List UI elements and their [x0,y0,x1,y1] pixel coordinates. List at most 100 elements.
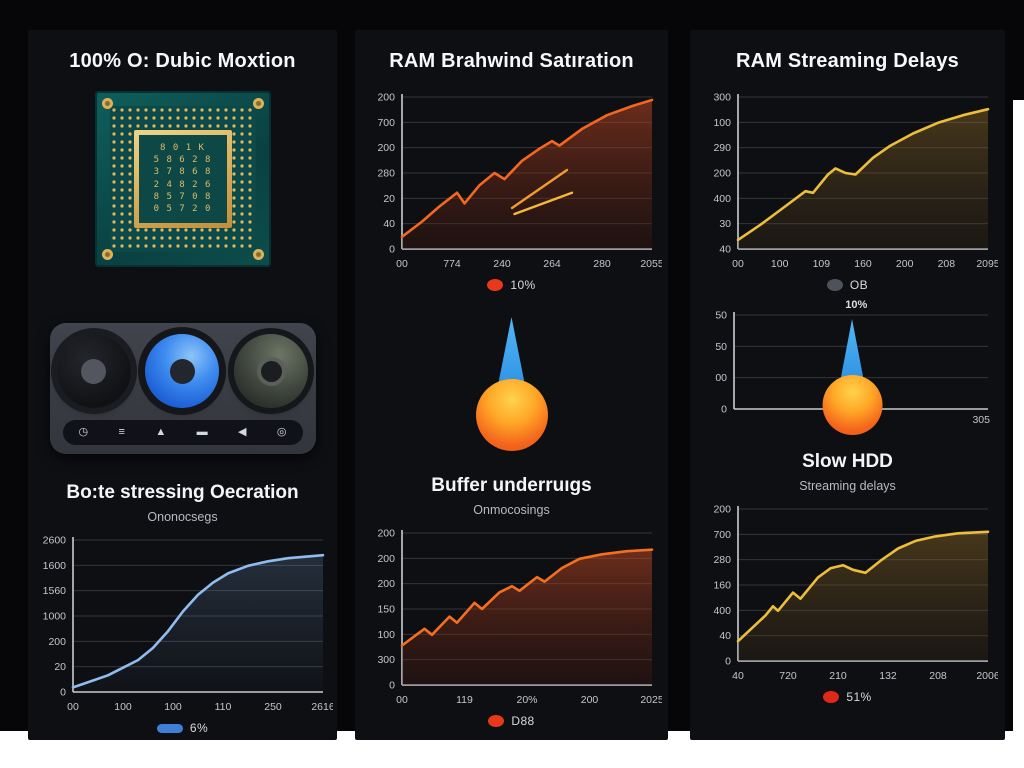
chart-legend: D88 [488,713,534,729]
svg-text:00: 00 [67,701,79,713]
knob-cap [260,360,282,382]
svg-text:50: 50 [715,341,727,353]
svg-text:100: 100 [713,117,731,129]
chart-ram-saturation: 200 700 200 280 20 40 0 00 774 240 264 280 2055 [362,87,662,275]
chart-streaming-delays: 300 100 290 200 400 30 40 00 100 109 160 200 208 2095 [698,87,998,275]
droplet-ball [822,375,883,435]
knob-cap [81,358,107,384]
svg-text:2006: 2006 [976,670,998,682]
svg-text:1000: 1000 [42,611,66,623]
gauge-annotation: 10% [845,299,868,311]
chip-die-text: 5 8 6 2 8 [153,155,212,165]
svg-text:100: 100 [377,629,395,641]
panel-ram: RAM Brahwind Satıration 200 700 200 280 20 40… [355,30,668,740]
svg-text:109: 109 [812,258,830,270]
svg-text:40: 40 [732,670,744,682]
svg-text:200: 200 [377,92,395,104]
svg-text:200: 200 [580,694,598,706]
svg-text:200: 200 [377,578,395,590]
svg-text:200: 200 [377,528,395,540]
svg-text:00: 00 [732,258,744,270]
chart-legend: 51% [823,689,871,705]
panel-title: RAM Brahwind Satıration [389,50,634,72]
svg-text:20: 20 [383,193,395,205]
legend-label: D88 [511,714,535,728]
svg-text:200: 200 [377,142,395,154]
cpu-chip-image: 8 0 1 K 5 8 6 2 8 3 7 8 6 8 2 4 8 2 6 8 … [94,91,271,267]
legend-label: 51% [846,690,872,704]
chip-die-text: 8 5 7 0 8 [153,191,212,202]
svg-text:0: 0 [721,404,727,416]
svg-text:0: 0 [60,687,66,699]
svg-text:200: 200 [895,258,913,270]
svg-text:305: 305 [972,414,990,425]
knob-cap [169,358,195,384]
svg-text:30: 30 [719,218,731,230]
svg-text:100: 100 [114,701,132,713]
droplet-icon [814,319,890,435]
svg-text:250: 250 [264,701,282,713]
svg-text:774: 774 [443,258,461,270]
svg-text:50: 50 [715,310,727,322]
legend-label: OB [849,278,869,292]
svg-text:100: 100 [770,258,788,270]
hdd-gauge: 10% 50 50 00 0 305 [698,299,998,435]
svg-text:400: 400 [713,193,731,205]
chart-slow-hdd: 200 700 280 160 400 40 0 40 720 210 132 208 2006 [698,499,998,687]
svg-text:40: 40 [719,630,731,642]
disc-icon: ◎ [276,426,287,438]
svg-text:40: 40 [719,244,731,256]
svg-text:20: 20 [54,661,66,673]
legend-swatch [826,279,843,291]
svg-text:2600: 2600 [42,535,66,547]
svg-text:210: 210 [829,670,847,682]
svg-text:160: 160 [854,258,872,270]
svg-text:2095: 2095 [976,258,998,270]
svg-text:208: 208 [929,670,947,682]
svg-text:100: 100 [164,701,182,713]
legend-swatch [487,279,504,291]
svg-text:00: 00 [715,372,727,384]
svg-text:300: 300 [713,92,731,104]
droplet-icon [466,317,558,451]
panel-title: RAM Streaming Delays [736,50,959,72]
svg-text:700: 700 [713,529,731,541]
section-subtitle: Streaming delays [799,479,896,493]
svg-text:264: 264 [543,258,561,270]
svg-text:700: 700 [377,117,395,129]
svg-text:300: 300 [377,654,395,666]
audio-knob-panel: ◷ ≡ ▲ ▬ ◀ ◎ [49,323,316,454]
legend-swatch [823,691,840,703]
svg-text:290: 290 [713,142,731,154]
svg-text:110: 110 [214,701,231,713]
chip-die: 8 0 1 K 5 8 6 2 8 3 7 8 6 8 2 4 8 2 6 8 … [138,135,227,223]
chip-corner-pad [252,98,264,109]
svg-text:00: 00 [396,258,408,270]
svg-text:2616: 2616 [311,701,333,713]
legend-swatch [156,723,183,733]
knob-left [56,334,131,408]
knob-icon-strip: ◷ ≡ ▲ ▬ ◀ ◎ [62,420,303,445]
panel-cpu: 100% O: Dubic Moxtion 8 0 1 K 5 8 6 2 8 … [28,30,337,740]
svg-text:200: 200 [713,168,731,180]
chart-legend: 6% [156,720,208,736]
svg-text:150: 150 [377,604,395,616]
svg-text:119: 119 [456,694,473,706]
queue-icon: ≡ [118,426,125,438]
svg-text:1560: 1560 [42,585,66,597]
svg-text:40: 40 [383,218,395,230]
svg-text:720: 720 [779,670,797,682]
svg-text:200: 200 [48,636,66,648]
svg-text:400: 400 [713,605,731,617]
chart-legend: 10% [487,277,535,293]
svg-text:2055: 2055 [640,258,662,270]
knob-right [234,334,309,408]
svg-text:200: 200 [377,553,395,565]
section-heading: Slow HDD [802,451,893,472]
legend-label: 10% [510,278,536,292]
display-icon: ▬ [196,426,208,438]
legend-swatch [488,715,505,727]
chart-cpu-usage: 2600 1600 1560 1000 200 20 0 00 100 100 110 250 2616 [33,530,333,718]
chip-corner-pad [101,98,113,109]
clock-icon: ◷ [78,426,89,438]
